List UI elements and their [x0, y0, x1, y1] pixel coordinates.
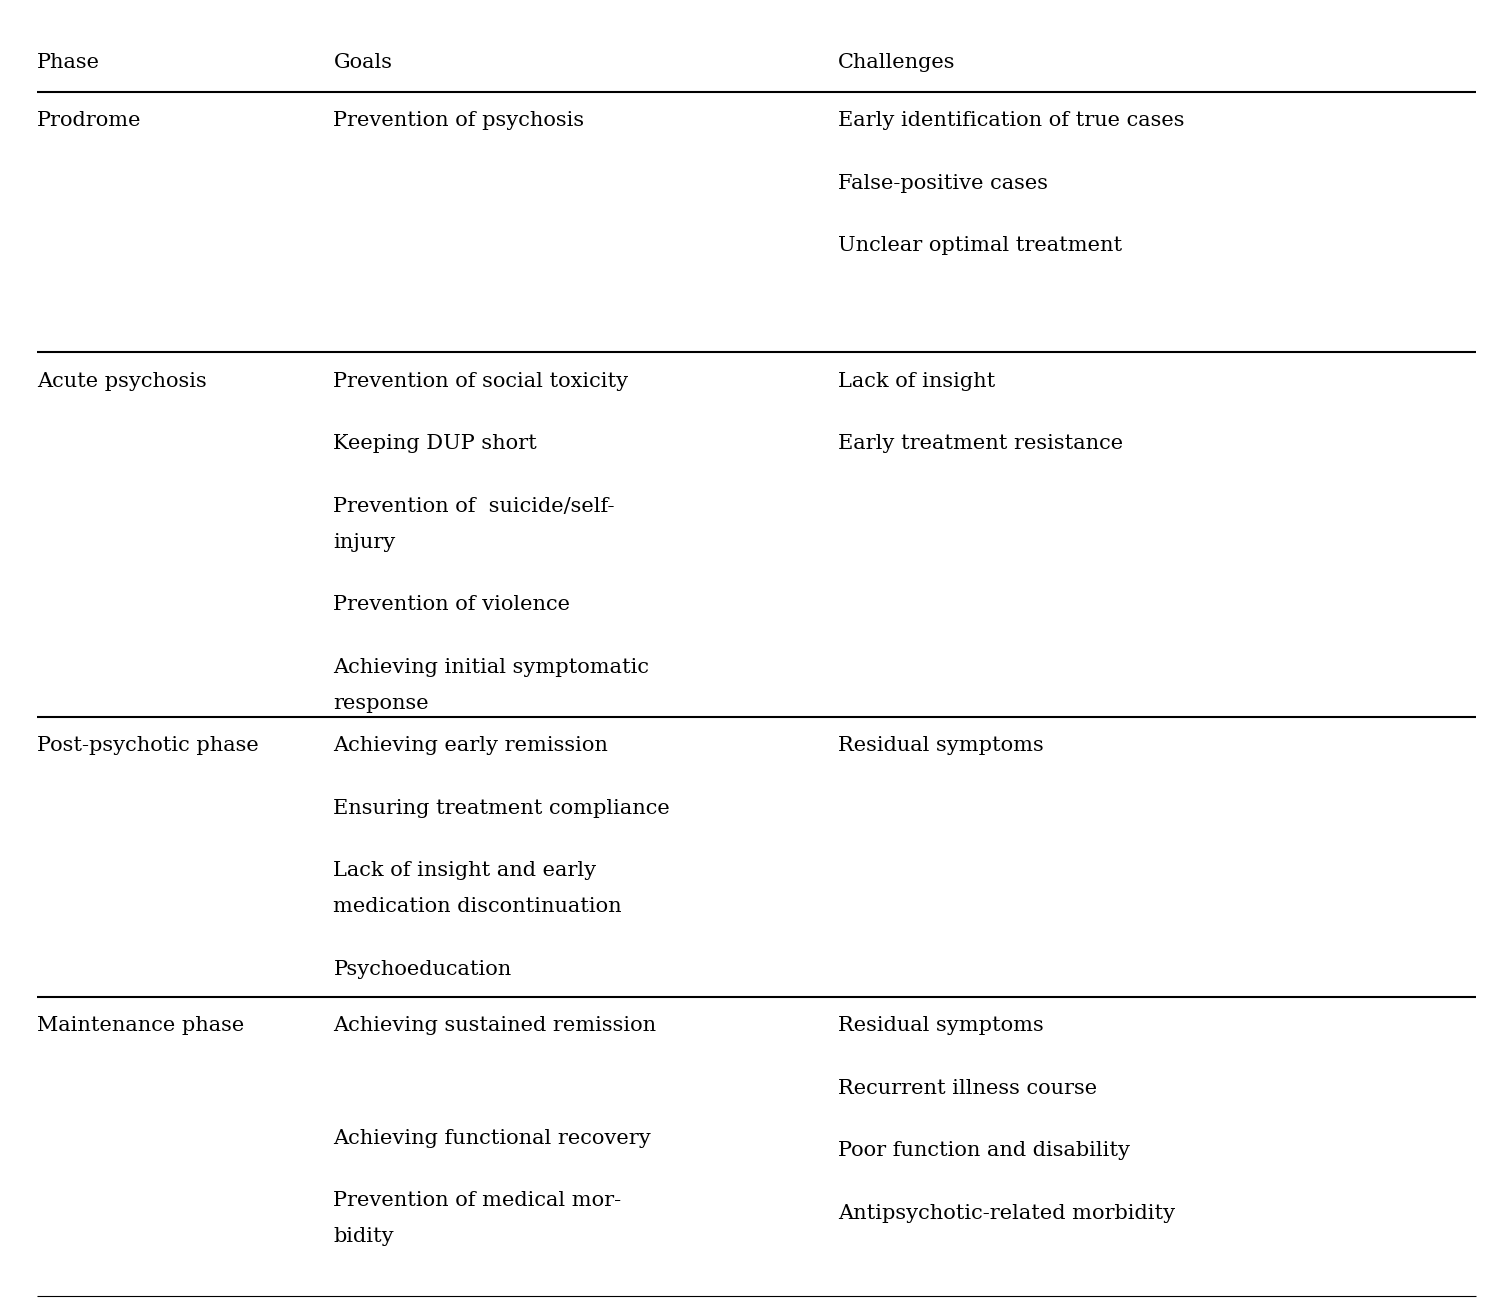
Text: Recurrent illness course: Recurrent illness course — [837, 1079, 1097, 1098]
Text: Prevention of psychosis: Prevention of psychosis — [334, 111, 584, 130]
Text: Achieving sustained remission: Achieving sustained remission — [334, 1016, 656, 1036]
Text: Ensuring treatment compliance: Ensuring treatment compliance — [334, 799, 670, 817]
Text: Lack of insight and early: Lack of insight and early — [334, 861, 596, 880]
Text: Prevention of social toxicity: Prevention of social toxicity — [334, 371, 629, 391]
Text: False-positive cases: False-positive cases — [837, 174, 1049, 192]
Text: Goals: Goals — [334, 53, 392, 71]
Text: Achieving initial symptomatic: Achieving initial symptomatic — [334, 658, 650, 676]
Text: Acute psychosis: Acute psychosis — [36, 371, 207, 391]
Text: Achieving functional recovery: Achieving functional recovery — [334, 1129, 652, 1148]
Text: bidity: bidity — [334, 1228, 394, 1246]
Text: Maintenance phase: Maintenance phase — [36, 1016, 244, 1036]
Text: Early treatment resistance: Early treatment resistance — [837, 434, 1124, 453]
Text: Psychoeducation: Psychoeducation — [334, 959, 512, 979]
Text: Prevention of violence: Prevention of violence — [334, 595, 571, 615]
Text: Challenges: Challenges — [837, 53, 956, 71]
Text: Early identification of true cases: Early identification of true cases — [837, 111, 1185, 130]
Text: injury: injury — [334, 533, 395, 551]
Text: Unclear optimal treatment: Unclear optimal treatment — [837, 236, 1122, 255]
Text: Achieving early remission: Achieving early remission — [334, 736, 608, 755]
Text: response: response — [334, 694, 428, 713]
Text: Residual symptoms: Residual symptoms — [837, 1016, 1044, 1036]
Text: Keeping DUP short: Keeping DUP short — [334, 434, 538, 453]
Text: Prevention of medical mor-: Prevention of medical mor- — [334, 1191, 622, 1211]
Text: Antipsychotic-related morbidity: Antipsychotic-related morbidity — [837, 1204, 1174, 1223]
Text: Lack of insight: Lack of insight — [837, 371, 995, 391]
Text: Poor function and disability: Poor function and disability — [837, 1141, 1129, 1161]
Text: Prodrome: Prodrome — [36, 111, 141, 130]
Text: medication discontinuation: medication discontinuation — [334, 898, 622, 916]
Text: Post-psychotic phase: Post-psychotic phase — [36, 736, 258, 755]
Text: Prevention of  suicide/self-: Prevention of suicide/self- — [334, 496, 616, 516]
Text: Phase: Phase — [36, 53, 100, 71]
Text: Residual symptoms: Residual symptoms — [837, 736, 1044, 755]
